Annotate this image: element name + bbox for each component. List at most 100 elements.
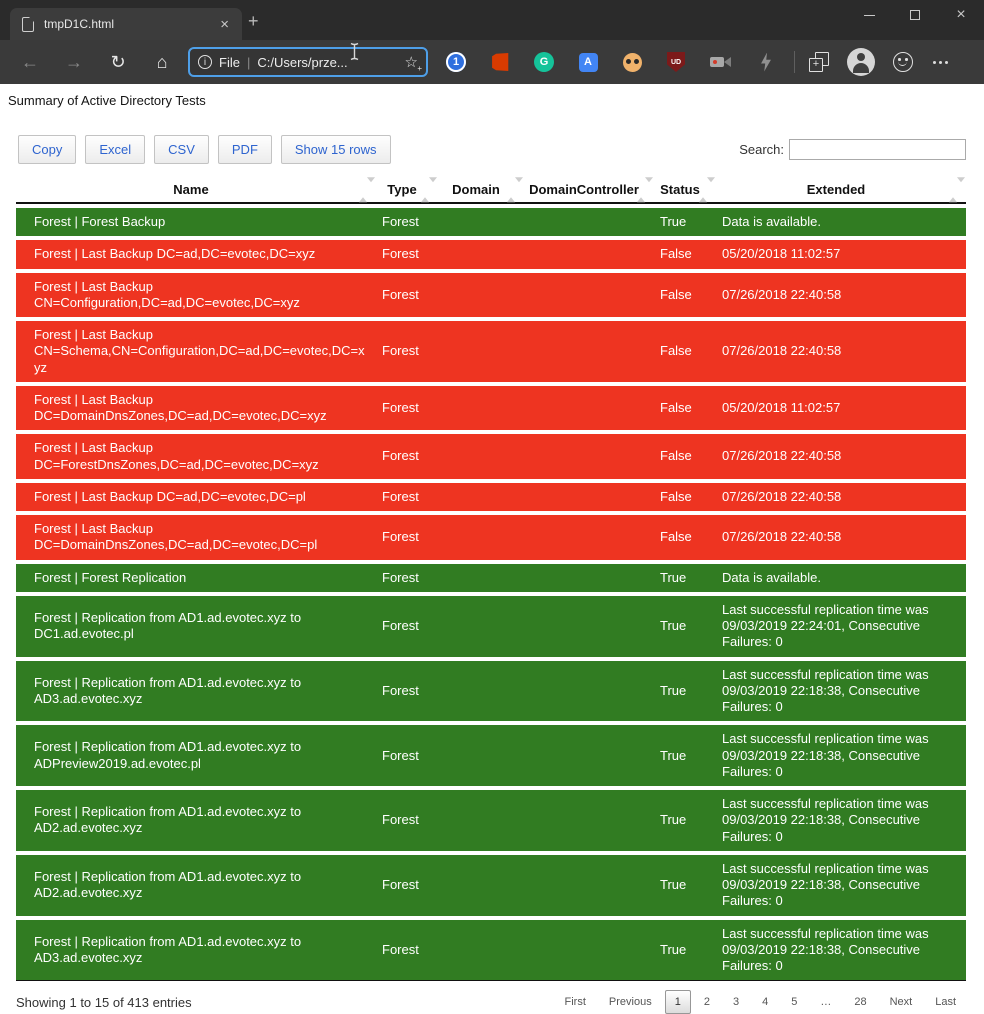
- maximize-button[interactable]: [892, 0, 938, 30]
- cell-domaincontroller: [524, 725, 654, 786]
- column-label: Extended: [806, 182, 866, 197]
- table-row: Forest | Forest Replication Forest True …: [16, 563, 966, 592]
- cell-status: False: [654, 515, 716, 560]
- column-header-domaincontroller[interactable]: DomainController: [524, 176, 654, 204]
- tab-close-icon[interactable]: ×: [220, 15, 229, 33]
- cell-name: Forest | Last Backup DC=ad,DC=evotec,DC=…: [16, 482, 376, 511]
- collections-icon[interactable]: +: [809, 52, 829, 72]
- pagination-button[interactable]: Last: [935, 996, 956, 1009]
- column-header-name[interactable]: Name: [16, 176, 376, 204]
- profile-avatar[interactable]: [847, 48, 875, 76]
- table-row: Forest | Last Backup DC=DomainDnsZones,D…: [16, 385, 966, 431]
- results-table: Name Type Domain DomainController Status…: [16, 175, 966, 985]
- cell-domain: [438, 482, 524, 511]
- grammarly-extension-icon[interactable]: G: [534, 52, 554, 72]
- cell-domaincontroller: [524, 515, 654, 560]
- lightning-extension-icon[interactable]: [756, 52, 776, 72]
- pagination-button[interactable]: 1: [664, 990, 691, 1014]
- cell-extended: 07/26/2018 22:40:58: [716, 321, 966, 382]
- excel-button[interactable]: Excel: [85, 135, 146, 164]
- pagination-button[interactable]: Previous: [608, 996, 652, 1009]
- cell-name: Forest | Replication from AD1.ad.evotec.…: [16, 790, 376, 851]
- table-row: Forest | Replication from AD1.ad.evotec.…: [16, 790, 966, 851]
- cell-type: Forest: [376, 272, 438, 317]
- translate-extension-icon[interactable]: A: [578, 52, 598, 72]
- csv-button[interactable]: CSV: [154, 135, 209, 164]
- page-favicon-icon: [22, 16, 34, 32]
- office-icon: [492, 53, 509, 71]
- feedback-smiley-icon[interactable]: [893, 52, 913, 72]
- office-extension-icon[interactable]: [490, 52, 510, 72]
- onepassword-extension-icon[interactable]: 1: [446, 52, 466, 72]
- nav-buttons: ← → ↻ ⌂: [16, 48, 176, 76]
- pagination-button[interactable]: First: [564, 996, 586, 1009]
- pagination-button[interactable]: 4: [762, 996, 769, 1009]
- maximize-icon: [910, 10, 920, 20]
- browser-titlebar: tmpD1C.html × + ×: [0, 0, 984, 40]
- cell-status: True: [654, 595, 716, 657]
- cell-name: Forest | Forest Backup: [16, 208, 376, 237]
- pagination-button[interactable]: 3: [732, 996, 740, 1009]
- ud-shield-extension-icon[interactable]: UD: [666, 52, 686, 72]
- pagination-button[interactable]: 2: [703, 996, 710, 1009]
- cell-domaincontroller: [524, 563, 654, 592]
- pagination-button[interactable]: 5: [791, 996, 798, 1009]
- favorite-star-icon[interactable]: ☆: [405, 53, 423, 73]
- table-row: Forest | Forest Backup Forest True Data …: [16, 208, 966, 237]
- sort-icon: [359, 176, 375, 202]
- table-footer: Showing 1 to 15 of 413 entries First Prev…: [16, 990, 966, 1014]
- column-header-status[interactable]: Status: [654, 176, 716, 204]
- cell-status: True: [654, 919, 716, 982]
- close-button[interactable]: ×: [938, 0, 984, 30]
- cell-name: Forest | Last Backup CN=Configuration,DC…: [16, 272, 376, 317]
- column-label: Name: [173, 182, 209, 197]
- cell-status: True: [654, 563, 716, 592]
- cell-status: False: [654, 482, 716, 511]
- column-header-type[interactable]: Type: [376, 176, 438, 204]
- cell-extended: 07/26/2018 22:40:58: [716, 434, 966, 479]
- browser-tab[interactable]: tmpD1C.html ×: [10, 8, 242, 40]
- cell-name: Forest | Forest Replication: [16, 563, 376, 592]
- settings-menu-icon[interactable]: [931, 52, 951, 72]
- refresh-icon[interactable]: ↻: [110, 51, 126, 72]
- cell-domain: [438, 660, 524, 722]
- forward-icon[interactable]: →: [65, 51, 83, 72]
- close-icon: ×: [956, 6, 966, 23]
- pagination-button[interactable]: 28: [854, 996, 867, 1009]
- back-icon[interactable]: ←: [21, 51, 39, 72]
- cell-domain: [438, 272, 524, 317]
- minimize-button[interactable]: [846, 0, 892, 30]
- table-row: Forest | Last Backup CN=Schema,CN=Config…: [16, 321, 966, 382]
- entries-info: Showing 1 to 15 of 413 entries: [16, 994, 192, 1010]
- search-container: Search:: [739, 139, 966, 160]
- translate-icon: A: [578, 52, 598, 72]
- copy-button[interactable]: Copy: [18, 135, 77, 164]
- pagination-button[interactable]: Next: [889, 996, 913, 1009]
- cell-extended: 05/20/2018 11:02:57: [716, 385, 966, 431]
- nerd-face-extension-icon[interactable]: [622, 52, 642, 72]
- cell-domain: [438, 321, 524, 382]
- cell-domaincontroller: [524, 790, 654, 851]
- show-rows-button[interactable]: Show 15 rows: [280, 135, 391, 164]
- cell-type: Forest: [376, 790, 438, 851]
- nerd-face-icon: [622, 52, 642, 72]
- column-header-extended[interactable]: Extended: [716, 176, 966, 204]
- cell-type: Forest: [376, 321, 438, 382]
- cell-domaincontroller: [524, 208, 654, 237]
- table-row: Forest | Replication from AD1.ad.evotec.…: [16, 660, 966, 722]
- info-icon[interactable]: i: [198, 55, 212, 69]
- cell-type: Forest: [376, 660, 438, 722]
- home-icon[interactable]: ⌂: [156, 51, 168, 72]
- page-title: Summary of Active Directory Tests: [8, 93, 206, 108]
- cell-domain: [438, 919, 524, 982]
- pdf-button[interactable]: PDF: [217, 135, 272, 164]
- cell-name: Forest | Replication from AD1.ad.evotec.…: [16, 725, 376, 786]
- search-label: Search:: [739, 142, 784, 157]
- search-input[interactable]: [789, 139, 966, 160]
- sort-icon: [421, 176, 437, 202]
- address-bar[interactable]: i File | C:/Users/prze... ☆: [188, 47, 428, 77]
- cell-status: True: [654, 208, 716, 237]
- video-camera-extension-icon[interactable]: [710, 52, 732, 72]
- column-header-domain[interactable]: Domain: [438, 176, 524, 204]
- new-tab-button[interactable]: +: [248, 11, 259, 31]
